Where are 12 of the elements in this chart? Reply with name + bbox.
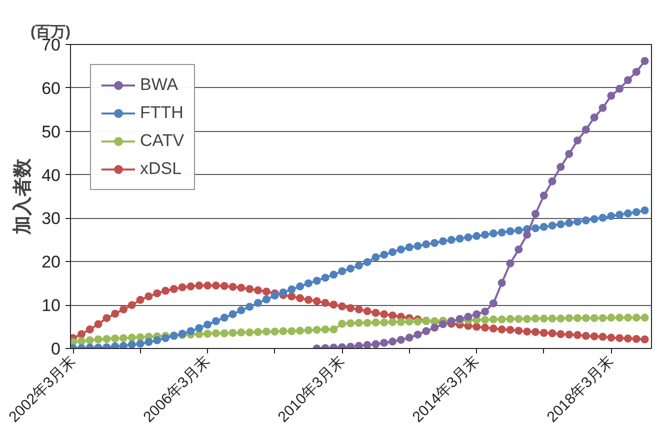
- y-tick-label: 50: [42, 122, 61, 142]
- y-tick-label: 10: [42, 296, 61, 316]
- y-tick-label: 40: [42, 166, 61, 185]
- y-tick-label: 60: [42, 78, 61, 98]
- y-tick-label: 0: [51, 340, 61, 358]
- legend-label: BWA: [140, 75, 178, 95]
- y-axis-title: 加入者数: [12, 158, 34, 236]
- legend-label: CATV: [140, 131, 184, 151]
- legend-label: xDSL: [140, 159, 182, 179]
- y-tick-label: 30: [42, 209, 61, 228]
- legend-label: FTTH: [140, 103, 184, 123]
- y-tick-label: 20: [42, 252, 61, 272]
